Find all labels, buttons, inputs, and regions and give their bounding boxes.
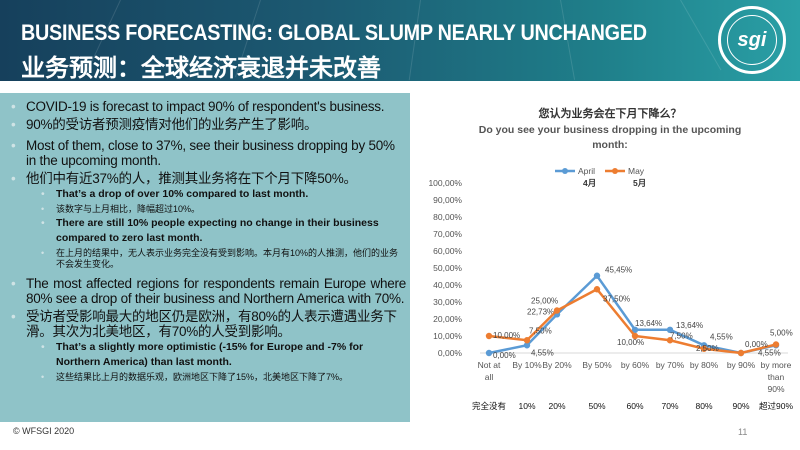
page-number: 11: [738, 427, 748, 437]
x-tick-label-zh: 完全没有: [472, 401, 506, 411]
bullet-item: COVID-19 is forecast to impact 90% of re…: [11, 99, 406, 114]
data-point-may: [523, 337, 531, 344]
data-point-may: [485, 332, 493, 340]
data-point-may: [737, 349, 745, 357]
x-tick-label: by 90%: [727, 360, 756, 370]
y-tick-label: 10,00%: [433, 331, 462, 341]
x-tick-label-zh: 70%: [661, 401, 678, 411]
legend-label-zh: 5月: [633, 178, 646, 188]
x-tick-label: Not at all: [478, 360, 501, 382]
data-label: 2,50%: [696, 344, 719, 353]
bullet-item: 该数字与上月相比，降幅超过10%。: [41, 204, 406, 215]
y-tick-label: 60,00%: [433, 246, 462, 256]
data-label: 0,00%: [745, 340, 768, 349]
data-label: 0,00%: [493, 351, 516, 360]
x-tick-label: by 80%: [690, 360, 719, 370]
data-point-may: [666, 337, 674, 344]
data-label: 4,55%: [758, 348, 781, 357]
y-tick-label: 100,00%: [428, 178, 462, 188]
x-tick-label: By 20%: [542, 360, 572, 370]
bullet-item: 他们中有近37%的人，推测其业务将在下个月下降50%。: [11, 171, 406, 186]
y-tick-label: 70,00%: [433, 229, 462, 239]
bullet-item: The most affected regions for respondent…: [11, 276, 406, 306]
legend-label-zh: 4月: [583, 178, 596, 188]
data-point-april: [666, 326, 674, 334]
logo-text: sgi: [727, 15, 777, 65]
data-label: 37,50%: [603, 294, 630, 303]
chart-svg: 您认为业务会在下月下降么？ Do you see your business d…: [428, 106, 793, 411]
y-tick-label: 30,00%: [433, 297, 462, 307]
legend-marker-may: [612, 168, 618, 174]
x-tick-label: by more than 90%: [761, 360, 792, 394]
data-label: 7,50%: [529, 326, 552, 335]
copyright: © WFSGI 2020: [13, 426, 75, 436]
legend-label: April: [578, 166, 595, 176]
y-tick-label: 80,00%: [433, 212, 462, 222]
data-point-may: [700, 345, 708, 352]
data-label: 45,45%: [605, 266, 632, 275]
x-tick-label: By 50%: [582, 360, 612, 370]
data-point-may: [553, 307, 561, 314]
bullet-item: 这些结果比上月的数据乐观，欧洲地区下降了15%，北美地区下降了7%。: [41, 372, 406, 383]
legend-label: May: [628, 166, 645, 176]
y-tick-label: 50,00%: [433, 263, 462, 273]
data-point-may: [631, 332, 639, 340]
wfsgi-logo: sgi: [718, 6, 786, 74]
y-tick-label: 40,00%: [433, 280, 462, 290]
x-tick-label-zh: 超过90%: [759, 401, 793, 411]
chart-title: Do you see your business dropping in the…: [479, 124, 742, 151]
data-label: 13,64%: [635, 319, 662, 328]
data-label: 13,64%: [676, 321, 703, 330]
bullet-item: There are still 10% people expecting no …: [41, 216, 406, 246]
data-label: 4,55%: [531, 348, 554, 357]
page-title-zh: 业务预测：全球经济衰退并未改善: [21, 55, 381, 81]
data-point-april: [631, 326, 639, 334]
bullet-item: Most of them, close to 37%, see their bu…: [11, 138, 406, 168]
x-tick-label-zh: 60%: [626, 401, 643, 411]
data-label: 10,00%: [493, 331, 520, 340]
data-label: 4,55%: [710, 332, 733, 341]
page-title-en: BUSINESS FORECASTING: GLOBAL SLUMP NEARL…: [21, 20, 647, 45]
x-tick-label-zh: 10%: [518, 401, 535, 411]
legend-marker-april: [562, 168, 568, 174]
data-point-april: [593, 272, 601, 279]
data-label: 22,73%: [527, 307, 554, 316]
y-tick-label: 20,00%: [433, 314, 462, 324]
x-tick-label-zh: 80%: [695, 401, 712, 411]
chart-title-zh: 您认为业务会在下月下降么？: [539, 106, 682, 120]
x-tick-label: by 70%: [656, 360, 685, 370]
bullet-item: That’s a slightly more optimistic (-15% …: [41, 340, 406, 370]
data-label: 5,00%: [770, 329, 793, 338]
x-tick-label-zh: 90%: [732, 401, 749, 411]
data-point-may: [772, 341, 780, 348]
header-banner: BUSINESS FORECASTING: GLOBAL SLUMP NEARL…: [0, 0, 800, 81]
x-tick-label-zh: 50%: [588, 401, 605, 411]
x-tick-label-zh: 20%: [548, 401, 565, 411]
data-label: 25,00%: [531, 297, 558, 306]
data-point-april: [485, 349, 493, 357]
line-chart: 您认为业务会在下月下降么？ Do you see your business d…: [420, 100, 800, 420]
data-label: 7,50%: [670, 331, 693, 340]
summary-panel: COVID-19 is forecast to impact 90% of re…: [0, 93, 410, 422]
bullet-item: 受访者受影响最大的地区仍是欧洲，有80%的人表示遭遇业务下滑。其次为北美地区，有…: [11, 309, 406, 339]
bullet-item: 90%的受访者预测疫情对他们的业务产生了影响。: [11, 117, 406, 132]
bullet-item: 在上月的结果中，无人表示业务完全没有受到影响。本月有10%的人推测，他们的业务不…: [41, 248, 406, 270]
data-label: 10,00%: [617, 338, 644, 347]
footer-row: © WFSGI 2020: [0, 424, 410, 440]
data-point-april: [523, 342, 531, 349]
y-tick-label: 90,00%: [433, 195, 462, 205]
left-column: COVID-19 is forecast to impact 90% of re…: [0, 93, 410, 440]
data-point-may: [593, 286, 601, 293]
x-tick-label: By 10%: [512, 360, 542, 370]
x-tick-label: by 60%: [621, 360, 650, 370]
y-tick-label: 0,00%: [438, 348, 463, 358]
bullet-item: That’s a drop of over 10% compared to la…: [41, 187, 406, 202]
